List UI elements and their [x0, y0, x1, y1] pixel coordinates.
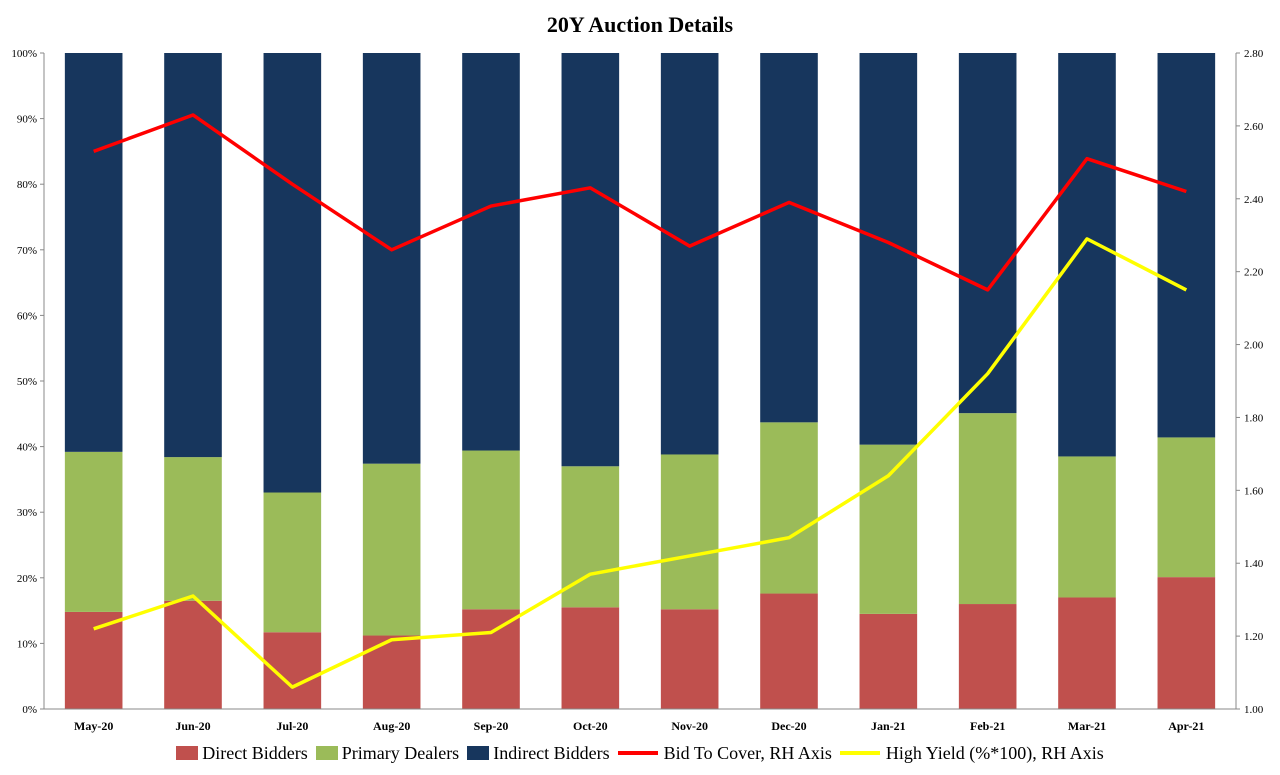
- series-line-bid-to-cover-rh-axis: [93, 113, 1187, 292]
- bar-direct-bidders-3: [362, 635, 421, 709]
- right-tick-label: 1.80: [1244, 412, 1264, 424]
- legend-label: Primary Dealers: [341, 742, 460, 763]
- left-tick-label: 0%: [22, 704, 37, 716]
- bar-primary-dealers-7: [760, 422, 818, 594]
- x-tick-label: Jan-21: [871, 719, 906, 733]
- bar-primary-dealers-9: [958, 413, 1017, 605]
- bar-indirect-bidders-2: [263, 53, 322, 493]
- bar-indirect-bidders-3: [362, 53, 421, 464]
- bar-indirect-bidders-8: [859, 53, 918, 445]
- bar-primary-dealers-4: [462, 450, 520, 610]
- lines-layer: [93, 113, 1188, 689]
- x-tick-label: Oct-20: [573, 719, 608, 733]
- x-tick-label: Aug-20: [373, 719, 410, 733]
- bar-indirect-bidders-11: [1157, 53, 1216, 438]
- series-line-high-yield-100-rh-axis: [93, 237, 1188, 689]
- legend-label: Bid To Cover, RH Axis: [663, 742, 832, 763]
- left-tick-label: 10%: [17, 638, 37, 650]
- right-tick-label: 1.20: [1244, 631, 1264, 643]
- x-tick-label: Jul-20: [276, 719, 308, 733]
- legend-marker: [617, 751, 658, 755]
- bar-primary-dealers-11: [1157, 437, 1216, 578]
- bar-indirect-bidders-0: [64, 53, 123, 452]
- bar-primary-dealers-6: [660, 454, 719, 610]
- bar-direct-bidders-11: [1157, 577, 1216, 709]
- bar-indirect-bidders-7: [760, 53, 818, 423]
- left-tick-label: 60%: [17, 310, 37, 322]
- bar-direct-bidders-10: [1058, 597, 1116, 709]
- bar-direct-bidders-6: [660, 609, 719, 709]
- right-tick-label: 2.60: [1244, 121, 1264, 133]
- bar-primary-dealers-8: [859, 444, 918, 614]
- bar-primary-dealers-1: [164, 457, 222, 601]
- right-tick-label: 1.40: [1244, 558, 1264, 570]
- left-tick-label: 20%: [17, 573, 37, 585]
- x-tick-label: Apr-21: [1168, 719, 1204, 733]
- right-tick-label: 2.00: [1244, 340, 1264, 352]
- bar-direct-bidders-5: [561, 607, 620, 709]
- left-tick-label: 40%: [17, 442, 37, 454]
- left-tick-label: 80%: [17, 179, 37, 191]
- legend-marker: [176, 746, 199, 760]
- right-tick-label: 2.80: [1244, 48, 1264, 60]
- chart-plot: 0% 10% 20% 30% 40% 50% 60% 70% 80% 90% 100% 1.00 1.2…: [11, 48, 1263, 733]
- legend-item: Indirect Bidders: [467, 742, 610, 764]
- axes-layer: 0% 10% 20% 30% 40% 50% 60% 70% 80% 90% 100% 1.00 1.2…: [11, 48, 1263, 733]
- legend-marker: [315, 746, 338, 760]
- chart-title: 20Y Auction Details: [546, 12, 734, 37]
- right-tick-label: 2.20: [1244, 267, 1264, 279]
- bar-indirect-bidders-4: [462, 53, 520, 451]
- bar-direct-bidders-1: [164, 600, 222, 709]
- left-tick-label: 100%: [11, 48, 37, 60]
- legend-label: High Yield (%*100), RH Axis: [885, 742, 1104, 763]
- bar-direct-bidders-0: [64, 611, 123, 709]
- legend-label: Indirect Bidders: [493, 742, 610, 763]
- bar-direct-bidders-9: [958, 604, 1017, 709]
- legend-item: High Yield (%*100), RH Axis: [839, 742, 1104, 764]
- right-tick-label: 1.60: [1244, 485, 1264, 497]
- legend-label: Direct Bidders: [202, 742, 308, 763]
- x-tick-label: Mar-21: [1068, 719, 1106, 733]
- bar-indirect-bidders-10: [1058, 53, 1116, 457]
- bars-layer: [64, 53, 1216, 709]
- right-tick-label: 2.40: [1244, 194, 1264, 206]
- left-tick-label: 70%: [17, 245, 37, 257]
- x-tick-label: Sep-20: [474, 719, 509, 733]
- left-tick-label: 30%: [17, 507, 37, 519]
- legend-item: Bid To Cover, RH Axis: [617, 742, 832, 764]
- legend: Direct Bidders Primary Dealers Indirect Bi…: [0, 740, 1280, 766]
- bar-primary-dealers-2: [263, 492, 322, 633]
- bar-direct-bidders-4: [462, 609, 520, 709]
- legend-marker: [467, 746, 490, 760]
- bar-indirect-bidders-5: [561, 53, 620, 467]
- legend-item: Direct Bidders: [176, 742, 308, 764]
- legend-marker: [839, 751, 880, 755]
- bar-primary-dealers-10: [1058, 456, 1116, 598]
- x-tick-label: Dec-20: [771, 719, 806, 733]
- x-tick-label: Feb-21: [970, 719, 1005, 733]
- bar-indirect-bidders-6: [660, 53, 719, 455]
- x-tick-label: Nov-20: [671, 719, 708, 733]
- right-tick-label: 1.00: [1244, 704, 1264, 716]
- legend-item: Primary Dealers: [315, 742, 460, 764]
- bar-primary-dealers-3: [362, 463, 421, 636]
- bar-primary-dealers-0: [64, 451, 123, 612]
- bar-direct-bidders-8: [859, 613, 918, 709]
- x-tick-label: May-20: [74, 719, 113, 733]
- bar-direct-bidders-7: [760, 593, 818, 709]
- x-tick-label: Jun-20: [175, 719, 210, 733]
- left-tick-label: 90%: [17, 114, 37, 126]
- bar-indirect-bidders-9: [958, 53, 1017, 414]
- left-tick-label: 50%: [17, 376, 37, 388]
